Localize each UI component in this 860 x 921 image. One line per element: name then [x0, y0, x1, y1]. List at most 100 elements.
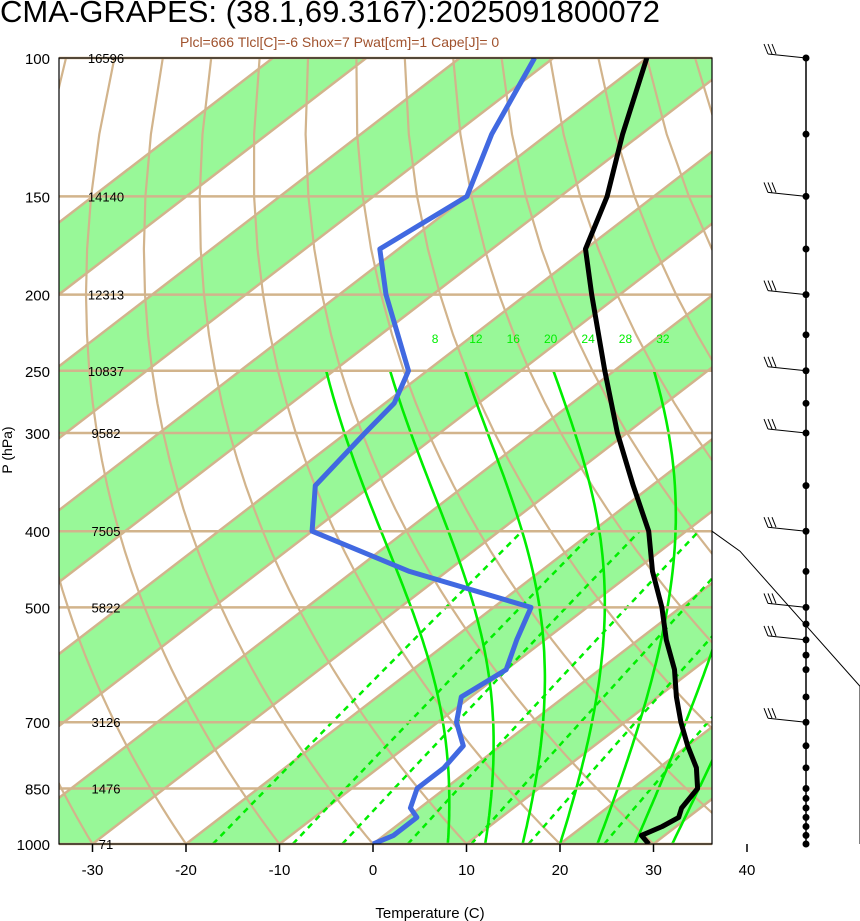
- x-tick-label: 10: [458, 862, 475, 879]
- isotherm-line: [59, 58, 555, 440]
- dry-adiabat-line: [744, 58, 860, 844]
- height-label: 3126: [92, 715, 121, 730]
- wind-level-dot: [802, 666, 810, 674]
- wind-level-dot: [802, 813, 810, 821]
- moist-adiabat-label: 16: [507, 332, 521, 346]
- wind-barb: [767, 717, 807, 723]
- moist-adiabat-line: [324, 370, 451, 844]
- wind-barb-flag: [771, 517, 777, 528]
- isotherm-line: [59, 58, 368, 296]
- x-tick-label: -20: [175, 862, 197, 879]
- wind-barb-flag: [771, 356, 777, 367]
- height-label: 10837: [88, 364, 124, 379]
- moist-adiabat-line: [463, 370, 547, 844]
- isotherm-band: [373, 583, 712, 844]
- x-tick-label: -30: [82, 862, 104, 879]
- isotherm-band: [59, 58, 554, 439]
- wind-barb-flag: [767, 182, 773, 193]
- isotherm-line: [747, 58, 860, 844]
- pressure-tick-label: 1000: [17, 837, 50, 854]
- isotherm-line: [59, 58, 274, 225]
- chart-title: CMA-GRAPES: (38.1,69.3167):2025091800072: [0, 0, 661, 29]
- isotherm-line: [59, 78, 712, 584]
- moist-adiabat-label: 20: [544, 332, 558, 346]
- wind-barb: [767, 53, 807, 59]
- height-label: 1476: [92, 782, 121, 797]
- height-label: 71: [99, 837, 113, 852]
- wind-barb-flag: [767, 43, 773, 55]
- wind-panel-border: [711, 530, 860, 844]
- wind-barb-flag: [771, 280, 777, 291]
- wind-level-dot: [802, 742, 810, 750]
- isotherm-line: [59, 150, 712, 656]
- wind-level-dot: [802, 482, 810, 490]
- x-tick-label: 40: [739, 862, 756, 879]
- wind-barb-flag: [763, 356, 769, 367]
- wind-barb: [767, 366, 807, 372]
- wind-barb: [767, 290, 807, 296]
- wind-barb-flag: [771, 708, 777, 719]
- x-tick-label: 0: [369, 862, 377, 879]
- pressure-tick-label: 500: [25, 600, 50, 617]
- moist-adiabat-line: [388, 370, 495, 844]
- wind-level-dot: [802, 399, 810, 407]
- wind-level-dot: [802, 764, 810, 772]
- pressure-tick-label: 300: [25, 426, 50, 443]
- isotherm-line: [278, 509, 712, 844]
- pressure-tick-label: 200: [25, 288, 50, 305]
- wind-barb-flag: [763, 593, 769, 604]
- isotherm-line: [841, 58, 860, 844]
- wind-level-dot: [802, 620, 810, 628]
- pressure-tick-label: 400: [25, 524, 50, 541]
- mixing-ratio-line: [527, 634, 712, 844]
- wind-barb-flag: [763, 418, 769, 430]
- wind-barb-flag: [771, 625, 777, 637]
- isotherm-band: [59, 58, 712, 583]
- wind-barb-flag: [771, 593, 777, 604]
- pressure-tick-label: 700: [25, 715, 50, 732]
- isotherm-band: [747, 58, 860, 844]
- wind-level-dot: [802, 804, 810, 812]
- wind-barb-flag: [763, 708, 769, 719]
- temperature-profile: [583, 58, 701, 844]
- wind-barb-flag: [767, 708, 773, 719]
- isotherm-line: [59, 58, 461, 368]
- wind-level-dot: [802, 651, 810, 659]
- dry-adiabat-line: [694, 58, 712, 118]
- wind-level-dot: [802, 840, 810, 848]
- height-label: 14140: [88, 189, 124, 204]
- wind-level-dot: [802, 245, 810, 253]
- wind-barb-flag: [767, 418, 773, 430]
- wind-barb: [767, 635, 807, 641]
- wind-barb-flag: [763, 625, 769, 637]
- wind-barb: [767, 526, 807, 532]
- pressure-tick-label: 850: [25, 782, 50, 799]
- height-label: 16596: [88, 51, 124, 66]
- y-axis-label: P (hPa): [0, 426, 15, 473]
- wind-barb: [767, 428, 807, 434]
- wind-barb-flag: [767, 517, 773, 528]
- pressure-tick-label: 250: [25, 364, 50, 381]
- isotherm-line: [91, 365, 712, 844]
- pressure-tick-label: 150: [25, 189, 50, 206]
- wind-barb-flag: [767, 593, 773, 604]
- wind-barb-flag: [771, 43, 777, 55]
- height-label: 5822: [92, 600, 121, 615]
- moist-adiabat-line: [633, 647, 712, 844]
- dewpoint-profile: [309, 58, 537, 844]
- moist-adiabat-label: 28: [619, 332, 633, 346]
- height-label: 12313: [88, 288, 124, 303]
- wind-barb: [767, 191, 807, 197]
- isotherm-line: [59, 293, 712, 800]
- wind-level-dot: [802, 831, 810, 839]
- wind-level-dot: [802, 567, 810, 575]
- wind-barb-flag: [771, 182, 777, 193]
- dry-adiabat-line: [792, 58, 860, 844]
- pressure-tick-label: 100: [25, 51, 50, 68]
- moist-adiabat-line: [671, 758, 712, 844]
- x-tick-label: 30: [645, 862, 662, 879]
- wind-level-dot: [802, 331, 810, 339]
- wind-level-dot: [802, 130, 810, 138]
- x-axis-label: Temperature (C): [375, 905, 484, 921]
